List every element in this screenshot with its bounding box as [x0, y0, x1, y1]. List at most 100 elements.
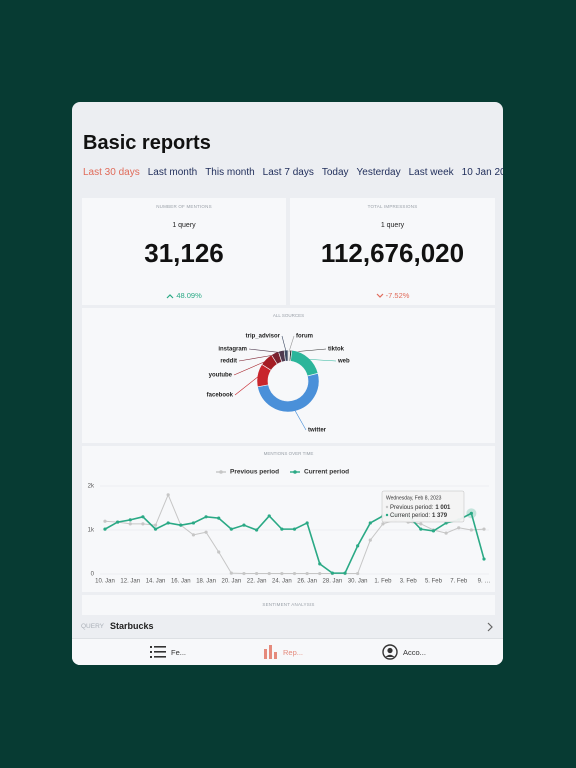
x-tick-label: 1. Feb	[374, 579, 392, 585]
donut-chart: ALL SOURCES forum tiktok web twitter faceboo…	[207, 313, 350, 434]
data-point	[368, 538, 372, 542]
kpi-change-row: 48.09%	[82, 291, 286, 300]
tooltip-line: Previous period: 1 001	[390, 505, 451, 511]
account-icon	[382, 644, 398, 660]
data-point	[457, 526, 461, 530]
data-point	[431, 529, 436, 533]
nav-item[interactable]: Fe...	[171, 648, 187, 657]
tooltip-label: Current period:	[390, 513, 430, 519]
card-title: SENTIMENT ANALYSIS	[262, 602, 315, 607]
data-point	[318, 571, 322, 576]
data-point	[204, 515, 208, 519]
data-point	[153, 523, 158, 527]
data-point	[128, 518, 132, 522]
data-point	[255, 571, 259, 576]
tab[interactable]: Last month	[147, 167, 198, 178]
data-point	[242, 571, 246, 576]
data-point	[141, 515, 145, 519]
leader-line	[281, 335, 287, 353]
data-point	[267, 571, 271, 576]
slice-label: facebook	[207, 393, 234, 399]
data-point	[103, 519, 107, 523]
x-tick-label: 12. Jan	[120, 579, 140, 585]
data-point	[280, 571, 284, 576]
data-point	[419, 522, 423, 526]
data-point	[217, 516, 221, 520]
page-title: Basic reports	[83, 132, 211, 154]
feed-icon	[150, 646, 166, 658]
tab[interactable]: Today	[321, 167, 349, 178]
data-point	[482, 557, 486, 561]
up-arrow	[166, 294, 174, 299]
kpi-value: 31,126	[144, 238, 224, 268]
kpi-value: 112,676,020	[320, 238, 465, 268]
nav-item[interactable]: Acco...	[403, 648, 426, 657]
app-window: Basic reports Last 30 days Last month Th…	[72, 102, 503, 665]
x-tick-label: 24. Jan	[272, 579, 292, 585]
tab[interactable]: Last 30 days	[83, 167, 140, 178]
kpi-change: -7.52%	[385, 291, 410, 300]
data-point	[305, 521, 309, 525]
data-point	[381, 522, 385, 526]
x-tick-label: 16. Jan	[171, 579, 191, 585]
kpi-query: 1 query	[172, 222, 196, 229]
leader-line	[294, 409, 307, 431]
leader-line	[307, 358, 337, 362]
card-title: MENTIONS OVER TIME	[264, 451, 314, 456]
tooltip-title: Wednesday, Feb 8, 2023	[386, 495, 442, 501]
card-title: NUMBER OF MENTIONS	[156, 204, 212, 209]
data-point	[229, 571, 233, 575]
data-point	[343, 571, 347, 575]
down-arrow	[376, 293, 383, 298]
query-label: QUERY	[81, 623, 104, 630]
leader-line	[233, 360, 268, 376]
leader-line	[248, 348, 282, 353]
x-tick-label: 18. Jan	[196, 579, 216, 585]
tooltip-value: 1 379	[432, 513, 448, 519]
period-tabs: Last 30 days Last month This month Last …	[83, 167, 503, 178]
donut-slice	[290, 349, 319, 377]
data-point	[356, 571, 360, 576]
x-tick-label: 7. Feb	[450, 579, 468, 585]
tab[interactable]: This month	[205, 167, 255, 178]
tab[interactable]: Yesterday	[356, 167, 401, 178]
card-title: ALL SOURCES	[273, 313, 304, 318]
tooltip-value: 1 001	[435, 505, 451, 511]
reports-icon	[264, 645, 277, 659]
sentiment-card: SENTIMENT ANALYSIS	[82, 595, 495, 615]
hover-halo	[466, 508, 477, 519]
tooltip-line: Current period: 1 379	[390, 513, 448, 519]
data-point	[305, 571, 309, 576]
tooltip-box	[381, 490, 465, 523]
tab[interactable]: 10 Jan 2023 - 0	[461, 167, 503, 178]
tab-bar: Fe... Rep... Acco...	[72, 638, 503, 665]
data-point	[469, 511, 473, 515]
data-point	[153, 527, 158, 531]
tab[interactable]: Last 7 days	[262, 167, 314, 178]
slice-label: instagram	[218, 347, 247, 353]
x-tick-label: 30. Jan	[348, 579, 368, 585]
query-bar[interactable]: QUERY Starbucks	[72, 616, 503, 638]
data-point	[356, 544, 360, 548]
slice-label: web	[337, 359, 350, 365]
card-title: TOTAL IMPRESSIONS	[367, 204, 418, 209]
nav-item[interactable]: Rep...	[283, 648, 304, 657]
data-point	[179, 523, 183, 527]
tab[interactable]: Last week	[408, 167, 454, 178]
x-tick-label: 26. Jan	[297, 579, 317, 585]
data-point	[204, 530, 208, 534]
data-point	[419, 527, 423, 531]
data-point	[292, 527, 297, 531]
tooltip-label: Previous period:	[390, 505, 434, 511]
data-point	[280, 527, 284, 531]
legend-marker	[219, 470, 223, 474]
data-point	[469, 528, 473, 532]
data-point	[242, 523, 246, 527]
data-point	[482, 527, 486, 531]
data-point	[128, 522, 132, 526]
kpi-change-row: -7.52%	[290, 291, 495, 300]
legend-marker	[293, 470, 297, 474]
y-tick-label: 0	[91, 572, 95, 578]
x-tick-label: 20. Jan	[221, 579, 241, 585]
